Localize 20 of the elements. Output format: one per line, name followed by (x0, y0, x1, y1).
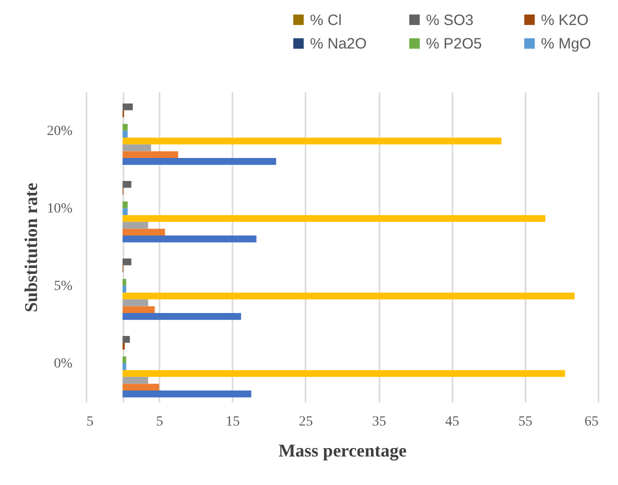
x-tick-label: 65 (584, 414, 598, 430)
legend-label: % Na2O (310, 36, 367, 52)
y-axis-title: Substitution rate (20, 182, 41, 312)
x-tick-label: 35 (372, 414, 386, 430)
x-tick-label: 45 (445, 414, 460, 430)
legend-label: % K2O (541, 12, 589, 29)
legend-label: % SO3 (426, 12, 474, 29)
x-tick-label: 55 (518, 414, 532, 430)
x-tick-label: 15 (226, 414, 240, 430)
legend-label: % Cl (310, 12, 342, 29)
y-tick-label: 0% (54, 356, 73, 372)
y-tick-label: 10% (46, 201, 73, 216)
legend-label: % MgO (541, 36, 592, 52)
x-axis-title: Mass percentage (278, 440, 407, 460)
legend-label: % P2O5 (426, 36, 482, 52)
x-tick-label: 5 (86, 414, 94, 430)
y-tick-label: 20% (46, 124, 73, 139)
x-tick-label: 25 (298, 414, 313, 430)
y-tick-label: 5% (54, 278, 73, 294)
x-tick-label: 5 (156, 414, 164, 430)
